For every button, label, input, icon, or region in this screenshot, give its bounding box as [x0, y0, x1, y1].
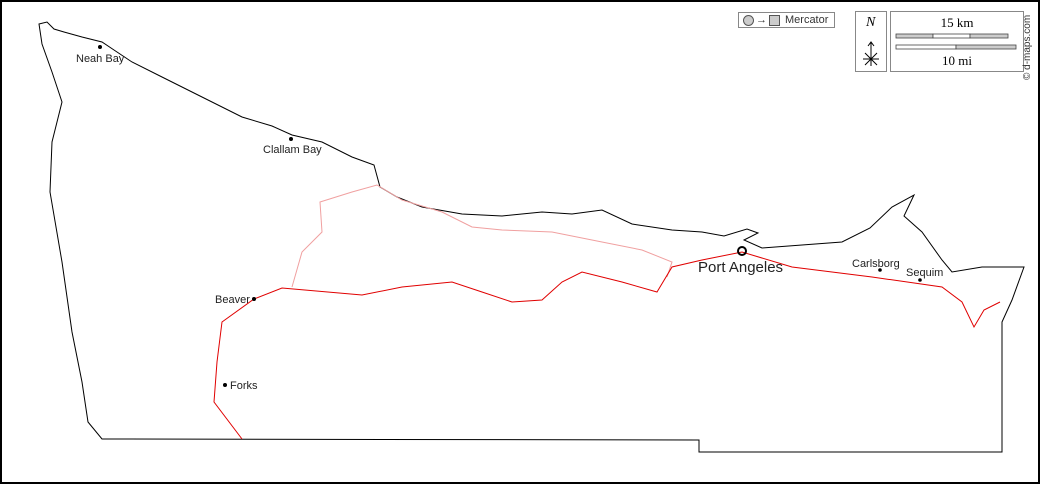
city-port-angeles[interactable]: Port Angeles	[698, 246, 783, 276]
svg-text:Beaver: Beaver	[215, 294, 250, 306]
svg-text:Clallam Bay: Clallam Bay	[263, 144, 322, 156]
svg-text:Sequim: Sequim	[906, 267, 943, 279]
compass-icon	[863, 41, 879, 66]
square-icon	[769, 14, 780, 26]
arrow-icon: →	[756, 14, 767, 26]
city-sequim[interactable]: Sequim	[906, 267, 943, 282]
svg-text:Neah Bay: Neah Bay	[76, 53, 125, 65]
city-carlsborg[interactable]: Carlsborg	[852, 258, 900, 272]
projection-label: Mercator	[785, 14, 829, 26]
credit[interactable]: © d-maps.com	[1022, 14, 1033, 80]
north-arrow: N	[855, 11, 887, 72]
city-beaver[interactable]: Beaver	[215, 294, 256, 306]
circle-icon	[743, 14, 754, 26]
city-forks[interactable]: Forks	[223, 380, 258, 392]
scale-km-label: 15 km	[940, 15, 974, 30]
county-outline	[38, 21, 1025, 453]
city-clallam-bay[interactable]: Clallam Bay	[263, 137, 322, 156]
scale-mi-label: 10 mi	[942, 53, 972, 68]
scale-bar: 15 km 10 mi	[890, 11, 1024, 72]
secondary-road	[291, 184, 673, 288]
city-neah-bay[interactable]: Neah Bay	[76, 45, 125, 65]
north-label: N	[866, 15, 876, 30]
svg-text:Port Angeles: Port Angeles	[698, 259, 783, 276]
scale-bars	[895, 33, 1017, 50]
main-road	[213, 251, 1001, 440]
projection-badge: → Mercator	[738, 12, 836, 28]
svg-text:Carlsborg: Carlsborg	[852, 258, 900, 270]
svg-text:Forks: Forks	[230, 380, 258, 392]
